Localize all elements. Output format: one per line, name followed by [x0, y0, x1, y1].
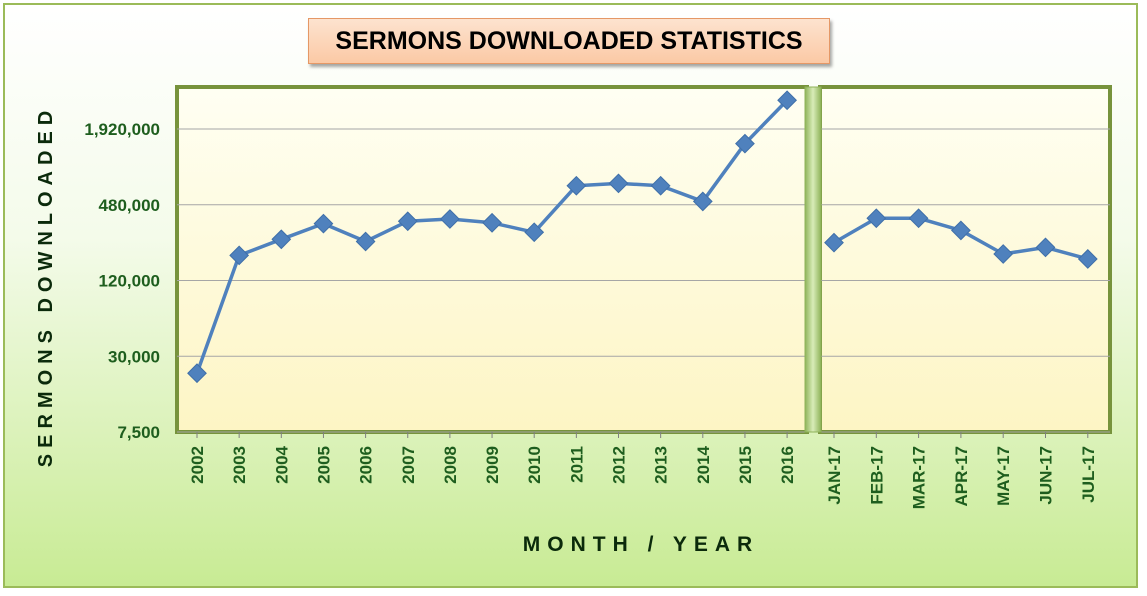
- y-tick-label: 1,920,000: [84, 120, 160, 139]
- data-point-2005: [313, 213, 334, 234]
- x-tick-label: 2012: [610, 446, 629, 484]
- x-tick-label: 2014: [694, 445, 713, 483]
- data-point-2008: [440, 209, 460, 229]
- data-point-2011: [566, 175, 587, 196]
- y-tick-label: 7,500: [117, 423, 160, 442]
- data-point-2012: [608, 173, 629, 194]
- data-point-2002: [187, 363, 207, 384]
- x-tick-label: MAY-17: [994, 446, 1013, 506]
- data-point-2004: [271, 229, 292, 250]
- x-tick-label: FEB-17: [867, 446, 886, 505]
- x-tick-label: 2003: [230, 446, 249, 484]
- data-point-FEB-17: [866, 208, 887, 229]
- x-tick-label: JAN-17: [825, 446, 844, 505]
- x-tick-label: 2010: [525, 446, 544, 484]
- data-point-2013: [650, 175, 671, 196]
- data-point-2010: [524, 222, 545, 243]
- data-point-MAR-17: [908, 208, 929, 229]
- x-axis-title: MONTH / YEAR: [523, 533, 759, 556]
- plot-area-panel-2: [818, 85, 1112, 434]
- x-tick-label: 2006: [357, 446, 376, 484]
- x-tick-label: APR-17: [952, 446, 971, 506]
- x-tick-label: JUN-17: [1037, 446, 1056, 505]
- chart-title: SERMONS DOWNLOADED STATISTICS: [308, 18, 830, 64]
- y-tick-label: 30,000: [108, 347, 160, 366]
- data-point-2014: [692, 191, 713, 212]
- data-point-JUN-17: [1035, 237, 1056, 258]
- x-tick-label: 2004: [272, 445, 291, 483]
- data-point-APR-17: [951, 220, 971, 241]
- x-tick-label: 2016: [778, 446, 797, 484]
- x-tick-label: JUL-17: [1079, 446, 1098, 503]
- x-tick-label: 2015: [736, 446, 755, 484]
- x-tick-label: 2009: [483, 446, 502, 484]
- x-tick-label: 2011: [567, 446, 586, 483]
- x-tick-label: 2002: [188, 446, 207, 484]
- data-point-2007: [397, 211, 418, 232]
- x-tick-label: 2008: [441, 446, 460, 484]
- data-point-2009: [482, 212, 502, 233]
- data-point-2016: [777, 90, 797, 111]
- data-point-2003: [229, 245, 250, 266]
- x-tick-label: 2005: [314, 446, 333, 484]
- y-tick-label: 480,000: [99, 196, 160, 215]
- data-point-MAY-17: [993, 244, 1014, 264]
- plot-area-panel-1: [175, 85, 809, 434]
- data-point-JAN-17: [824, 232, 844, 253]
- data-point-2015: [735, 133, 755, 154]
- y-tick-label: 120,000: [99, 272, 160, 291]
- panel-divider: [804, 86, 822, 433]
- data-point-2006: [355, 231, 376, 252]
- y-axis-title: SERMONS DOWNLOADED: [35, 105, 57, 467]
- x-tick-label: 2013: [652, 446, 671, 484]
- data-point-JUL-17: [1077, 249, 1098, 269]
- x-tick-label: MAR-17: [910, 446, 929, 509]
- x-tick-label: 2007: [399, 446, 418, 484]
